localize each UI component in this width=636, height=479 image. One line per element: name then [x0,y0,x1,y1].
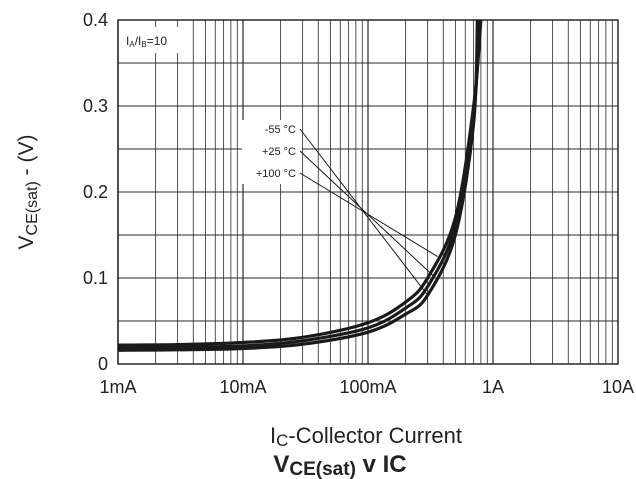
condition-label: IA/IB=10 [126,34,167,49]
series-line-2 [118,20,483,347]
y-tick-label: 0 [98,354,108,374]
legend-leader-line [299,172,438,257]
legend: -55 °C +25 °C +100 °C [242,120,438,296]
y-tick-label: 0.3 [83,96,108,116]
legend-background [242,120,302,184]
x-axis-label: IC-Collector Current [270,423,462,450]
condition-box [122,27,180,53]
plot-border [117,19,619,365]
legend-label: +100 °C [256,168,296,180]
series-line-0 [118,20,479,352]
legend-label: +25 °C [262,146,296,158]
x-tick-labels: 1mA 10mA 100mA 1A 10A [99,377,634,397]
y-tick-label: 0.1 [83,268,108,288]
legend-label: -55 °C [265,124,296,136]
chart-title: VCE(sat) v IC [273,451,406,479]
y-axis-label: VCE(sat) - (V) [15,135,41,250]
x-tick-label: 100mA [339,377,396,397]
grid [117,19,618,365]
y-tick-labels: 0 0.1 0.2 0.3 0.4 [83,10,108,374]
curves [118,20,483,352]
x-tick-label: 1A [482,377,504,397]
x-tick-label: 1mA [99,377,136,397]
y-tick-label: 0.4 [83,10,108,30]
x-tick-label: 10mA [219,377,266,397]
y-tick-label: 0.2 [83,182,108,202]
x-tick-label: 10A [602,377,634,397]
